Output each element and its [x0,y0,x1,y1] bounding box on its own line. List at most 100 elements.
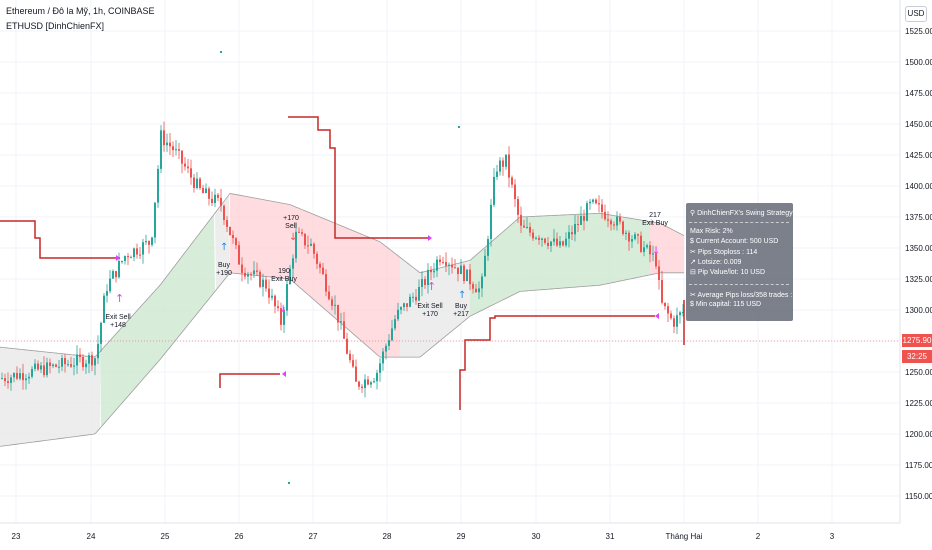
band-fill [0,347,100,447]
candle-body [103,295,105,323]
candle-body [679,312,681,316]
time-tick: 24 [86,532,96,541]
pip-value-row: ⊟ Pip Value/lot: 10 USD [690,268,765,276]
candle-body [526,226,528,228]
candle-body [205,188,207,194]
candle-body [595,199,597,204]
candle-body [40,365,42,370]
exit-arrow-icon: ↓ [279,304,287,315]
candle-body [136,248,138,255]
annotation-value: +170 [283,215,299,222]
time-tick: 29 [456,532,466,541]
symbol-title[interactable]: Ethereum / Đô la Mỹ, 1h, COINBASE [6,6,155,16]
candle-body [82,357,84,368]
candle-body [505,154,507,167]
candle-body [295,231,297,259]
candle-body [16,373,18,379]
candle-body [403,303,405,308]
candle-body [655,253,657,267]
candle-body [496,171,498,177]
candle-body [100,322,102,344]
trailing-stop-lines [0,116,685,410]
candle-body [187,166,189,169]
candle-body [334,304,336,306]
candle-body [121,260,123,262]
candle-body [379,363,381,373]
candle-body [1,378,3,380]
candle-body [451,264,453,268]
signal-markers: ↑ ↑ ↓ ↓ ↑ ↑ ↓ [115,51,660,484]
candle-body [577,223,579,225]
indicator-label[interactable]: ETHUSD [DinhChienFX] [6,21,105,31]
candle-body [160,130,162,169]
candle-body [28,376,30,379]
candle-body [442,261,444,263]
candle-body [649,245,651,255]
candle-body [382,351,384,364]
candle-body [127,256,129,258]
candle-body [193,177,195,189]
box-icon: ⊟ [690,269,696,276]
candle-body [139,254,141,256]
candle-body [97,343,99,359]
currency-button[interactable]: USD [905,6,927,22]
candle-body [355,366,357,382]
candle-body [493,176,495,205]
candle-body [283,310,285,325]
candle-body [67,364,69,366]
candle-body [436,259,438,271]
band-upper-line [0,193,685,358]
candle-body [547,242,549,246]
candle-body [220,197,222,206]
exit-arrow-icon: ↓ [652,246,660,257]
exit-arrow-icon: ↑ [427,280,436,293]
current-price-badge: 1275.90 [902,334,932,347]
candle-body [10,377,12,383]
annotation-value: 190 [278,268,290,275]
candle-body [64,358,66,365]
sell-arrow-icon: ↓ [289,232,297,243]
candle-body [541,238,543,240]
candle-body [241,264,243,273]
band-fill [215,194,230,291]
candle-body [640,235,642,252]
signal-marker [428,235,432,241]
stop-line [288,116,430,239]
candle-body [484,255,486,277]
magnifier-icon: ⚲ [690,210,696,217]
candle-body [481,276,483,289]
exit-buy-annotation: 217 Exit Buy [642,212,668,228]
candle-body [544,238,546,243]
band-lower-line [0,272,684,447]
candle-body [475,288,477,293]
candle-body [163,130,165,146]
price-tick: 1150.00 [905,492,932,501]
price-tick: 1475.00 [905,89,932,98]
candle-body [625,232,627,235]
max-risk: Max Risk: 2% [690,228,733,235]
candle-body [619,216,621,222]
candle-body [181,150,183,164]
candle-body [598,203,600,205]
time-tick: Tháng Hai [665,532,703,541]
candle-body [31,368,33,377]
candle-body [157,168,159,203]
candle-body [613,224,615,226]
candle-body [487,239,489,256]
candle-body [646,245,648,248]
stop-line [459,315,655,410]
time-tick: 26 [234,532,244,541]
candle-body [85,363,87,368]
candle-body [280,308,282,325]
candle-body [322,267,324,275]
candle-body [424,279,426,286]
candle-body [391,328,393,341]
candle-body [277,306,279,309]
candle-body [331,299,333,306]
candle-body [463,265,465,282]
candle-body [256,270,258,272]
candle-body [19,373,21,379]
time-tick: 25 [160,532,170,541]
